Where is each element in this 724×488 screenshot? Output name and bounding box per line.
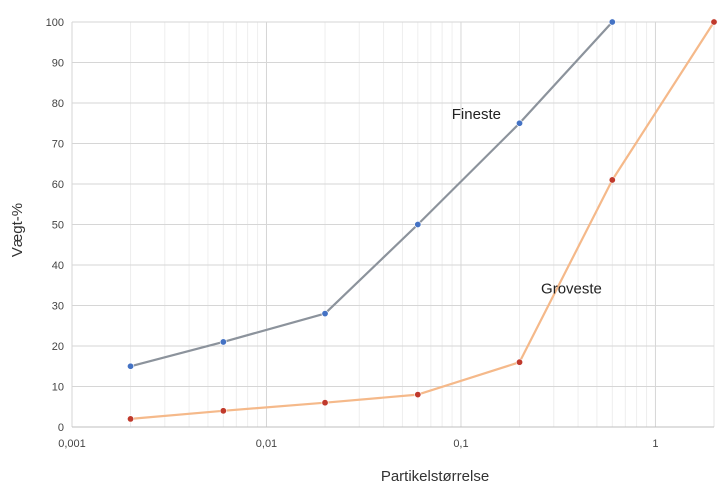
- data-point: [516, 119, 524, 127]
- data-point: [321, 399, 329, 407]
- data-point: [321, 310, 329, 318]
- data-point: [414, 391, 422, 399]
- y-tick-label: 40: [52, 260, 64, 272]
- y-tick-label: 0: [58, 422, 64, 434]
- x-axis-title: Partikelstørrelse: [381, 468, 489, 485]
- data-point: [608, 18, 616, 26]
- y-tick-label: 80: [52, 98, 64, 110]
- x-tick-label: 1: [652, 438, 658, 450]
- labels: Fineste Groveste: [452, 106, 602, 297]
- series-line-0: [130, 21, 614, 368]
- y-tick-label: 60: [52, 179, 64, 191]
- y-axis-title: Vægt-%: [9, 203, 26, 257]
- data-point: [414, 221, 422, 229]
- data-point: [219, 407, 227, 415]
- y-tick-label: 20: [52, 341, 64, 353]
- y-tick-label: 90: [52, 58, 64, 70]
- y-tick-label: 50: [52, 220, 64, 232]
- y-tick-label: 70: [52, 139, 64, 151]
- y-tick-label: 10: [52, 382, 64, 394]
- data-point: [219, 338, 227, 346]
- x-tick-label: 0,01: [256, 438, 277, 450]
- grid: [71, 21, 715, 428]
- data-point: [608, 176, 616, 184]
- x-tick-label: 0,001: [58, 438, 86, 450]
- data-point: [516, 358, 524, 366]
- series: [127, 18, 718, 423]
- data-point: [710, 18, 718, 26]
- x-tick-label: 0,1: [453, 438, 468, 450]
- y-tick-label: 30: [52, 301, 64, 313]
- series-label: Groveste: [541, 280, 602, 297]
- series-label: Fineste: [452, 106, 501, 123]
- data-point: [127, 362, 135, 370]
- data-point: [127, 415, 135, 423]
- y-tick-label: 100: [46, 17, 64, 29]
